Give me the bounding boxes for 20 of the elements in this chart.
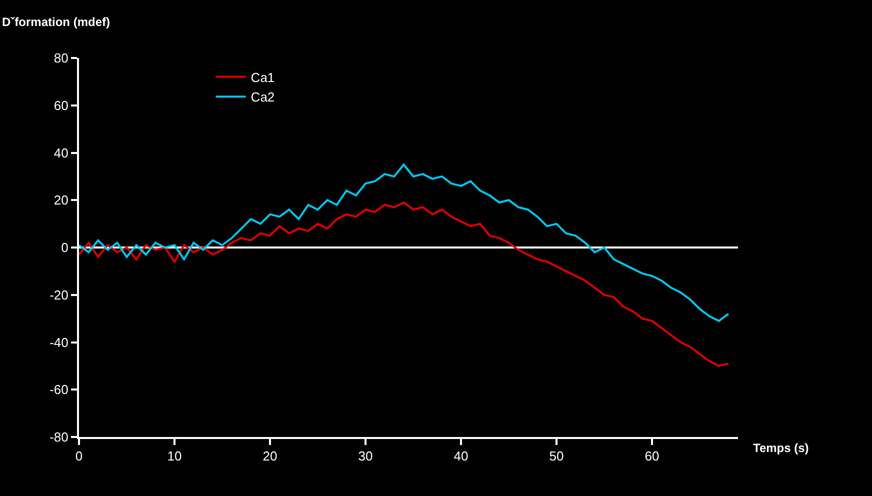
y-tick-label: -20 xyxy=(50,287,68,302)
x-tick-label: 40 xyxy=(454,448,468,464)
y-tick-label: -80 xyxy=(50,430,68,445)
y-tick-label: 20 xyxy=(54,192,68,208)
y-tick-label: -40 xyxy=(50,334,68,350)
x-tick-label: 0 xyxy=(75,448,83,464)
y-tick-label: 0 xyxy=(61,240,68,256)
x-tick-label: 30 xyxy=(358,448,373,464)
y-axis-title: Dˇformation (mdef) xyxy=(2,15,110,29)
x-tick-label: 50 xyxy=(549,448,564,464)
y-tick-label: 80 xyxy=(54,50,68,66)
y-tick-label: 40 xyxy=(54,145,68,160)
y-tick-label: 60 xyxy=(54,98,68,113)
y-tick-label: -60 xyxy=(50,382,68,398)
x-tick-label: 60 xyxy=(644,448,660,464)
x-axis-title: Temps (s) xyxy=(753,441,809,455)
x-tick-label: 20 xyxy=(262,448,278,464)
legend-label: Ca1 xyxy=(250,70,275,85)
legend-label: Ca2 xyxy=(250,90,275,105)
x-tick-label: 10 xyxy=(167,448,182,464)
